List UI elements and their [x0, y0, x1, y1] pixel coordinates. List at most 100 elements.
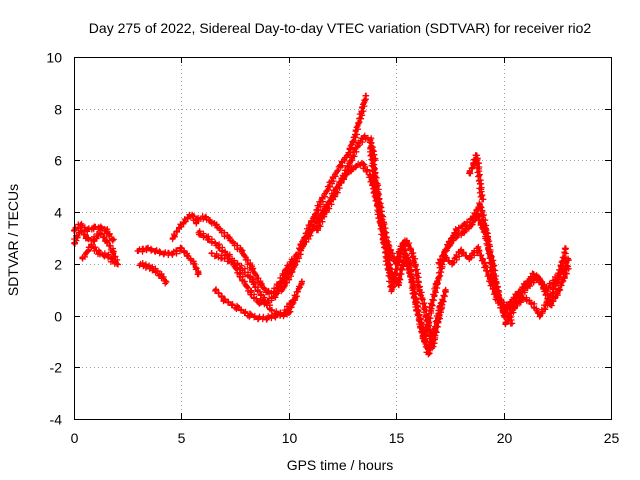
- series-track-12: [296, 92, 370, 252]
- data-point: [403, 237, 410, 244]
- data-point: [449, 260, 456, 267]
- data-layer: [71, 92, 572, 358]
- y-axis-label: SDTVAR / TECUs: [5, 184, 21, 296]
- series-markers: [296, 92, 369, 252]
- data-point: [135, 247, 142, 254]
- data-point: [281, 309, 288, 316]
- data-point: [504, 302, 511, 309]
- data-point: [421, 338, 428, 345]
- data-point: [330, 193, 337, 200]
- data-point: [337, 162, 344, 169]
- data-point: [466, 170, 473, 177]
- data-point: [238, 247, 245, 254]
- data-point: [408, 273, 415, 280]
- data-point: [296, 245, 303, 252]
- x-tick-label: 20: [497, 430, 513, 446]
- data-point: [225, 253, 232, 260]
- series-markers: [466, 152, 487, 203]
- data-point: [105, 253, 112, 260]
- series-track-13: [313, 132, 379, 234]
- data-point: [352, 131, 359, 138]
- data-point: [360, 134, 367, 141]
- data-point: [307, 222, 314, 229]
- data-point: [247, 273, 254, 280]
- series-markers: [134, 244, 202, 278]
- data-point: [457, 247, 464, 254]
- data-point: [208, 250, 215, 257]
- series-track-17: [432, 211, 516, 327]
- data-point: [214, 242, 221, 249]
- data-point: [79, 255, 86, 262]
- data-point: [184, 214, 191, 221]
- data-point: [367, 144, 374, 151]
- data-point: [234, 304, 241, 311]
- data-point: [395, 281, 402, 288]
- data-point: [461, 222, 468, 229]
- data-point: [169, 250, 176, 257]
- data-point: [189, 211, 196, 218]
- x-tick-label: 5: [178, 430, 186, 446]
- data-point: [249, 266, 256, 273]
- series-track-10: [212, 286, 297, 323]
- x-tick-label: 15: [389, 430, 405, 446]
- data-point: [562, 245, 569, 252]
- data-point: [565, 263, 572, 270]
- x-axis-label: GPS time / hours: [287, 457, 394, 473]
- grid-layer: [74, 57, 611, 419]
- data-point: [247, 289, 254, 296]
- data-point: [474, 245, 481, 252]
- y-tick-label: 8: [54, 102, 62, 118]
- data-point: [436, 260, 443, 267]
- data-point: [509, 320, 516, 327]
- data-point: [483, 227, 490, 234]
- data-point: [163, 278, 170, 285]
- data-point: [202, 214, 209, 221]
- data-point: [547, 302, 554, 309]
- series-track-18: [435, 200, 509, 311]
- data-point: [212, 222, 219, 229]
- data-point: [221, 255, 228, 262]
- series-markers: [367, 143, 446, 357]
- data-point: [397, 247, 404, 254]
- data-point: [502, 320, 509, 327]
- data-point: [511, 304, 518, 311]
- series-track-11: [278, 160, 378, 295]
- series-track-19: [440, 243, 501, 304]
- data-point: [184, 253, 191, 260]
- data-point: [530, 271, 537, 278]
- data-point: [494, 297, 501, 304]
- data-point: [109, 247, 116, 254]
- data-point: [328, 178, 335, 185]
- data-point: [367, 136, 374, 143]
- data-point: [470, 162, 477, 169]
- data-point: [487, 278, 494, 285]
- y-tick-label: -4: [50, 412, 63, 428]
- data-point: [313, 227, 320, 234]
- data-point: [369, 162, 376, 169]
- data-point: [77, 222, 84, 229]
- x-tick-label: 25: [604, 430, 620, 446]
- data-point: [440, 253, 447, 260]
- data-point: [401, 250, 408, 257]
- series-track-23: [503, 262, 572, 309]
- data-point: [169, 235, 176, 241]
- data-point: [255, 315, 262, 322]
- data-point: [429, 343, 436, 350]
- data-point: [96, 250, 103, 257]
- data-point: [90, 237, 97, 244]
- data-point: [423, 312, 430, 319]
- data-point: [144, 263, 151, 270]
- series-track-20: [466, 152, 487, 203]
- y-tick-label: 10: [46, 50, 62, 66]
- y-tick-label: -2: [50, 360, 63, 376]
- data-point: [556, 286, 563, 293]
- data-point: [472, 152, 479, 159]
- series-track-2: [71, 220, 117, 244]
- data-point: [522, 281, 529, 288]
- data-point: [436, 312, 443, 319]
- data-point: [476, 201, 483, 208]
- data-point: [221, 297, 228, 304]
- data-point: [434, 281, 441, 288]
- data-point: [358, 160, 365, 167]
- data-point: [539, 281, 546, 288]
